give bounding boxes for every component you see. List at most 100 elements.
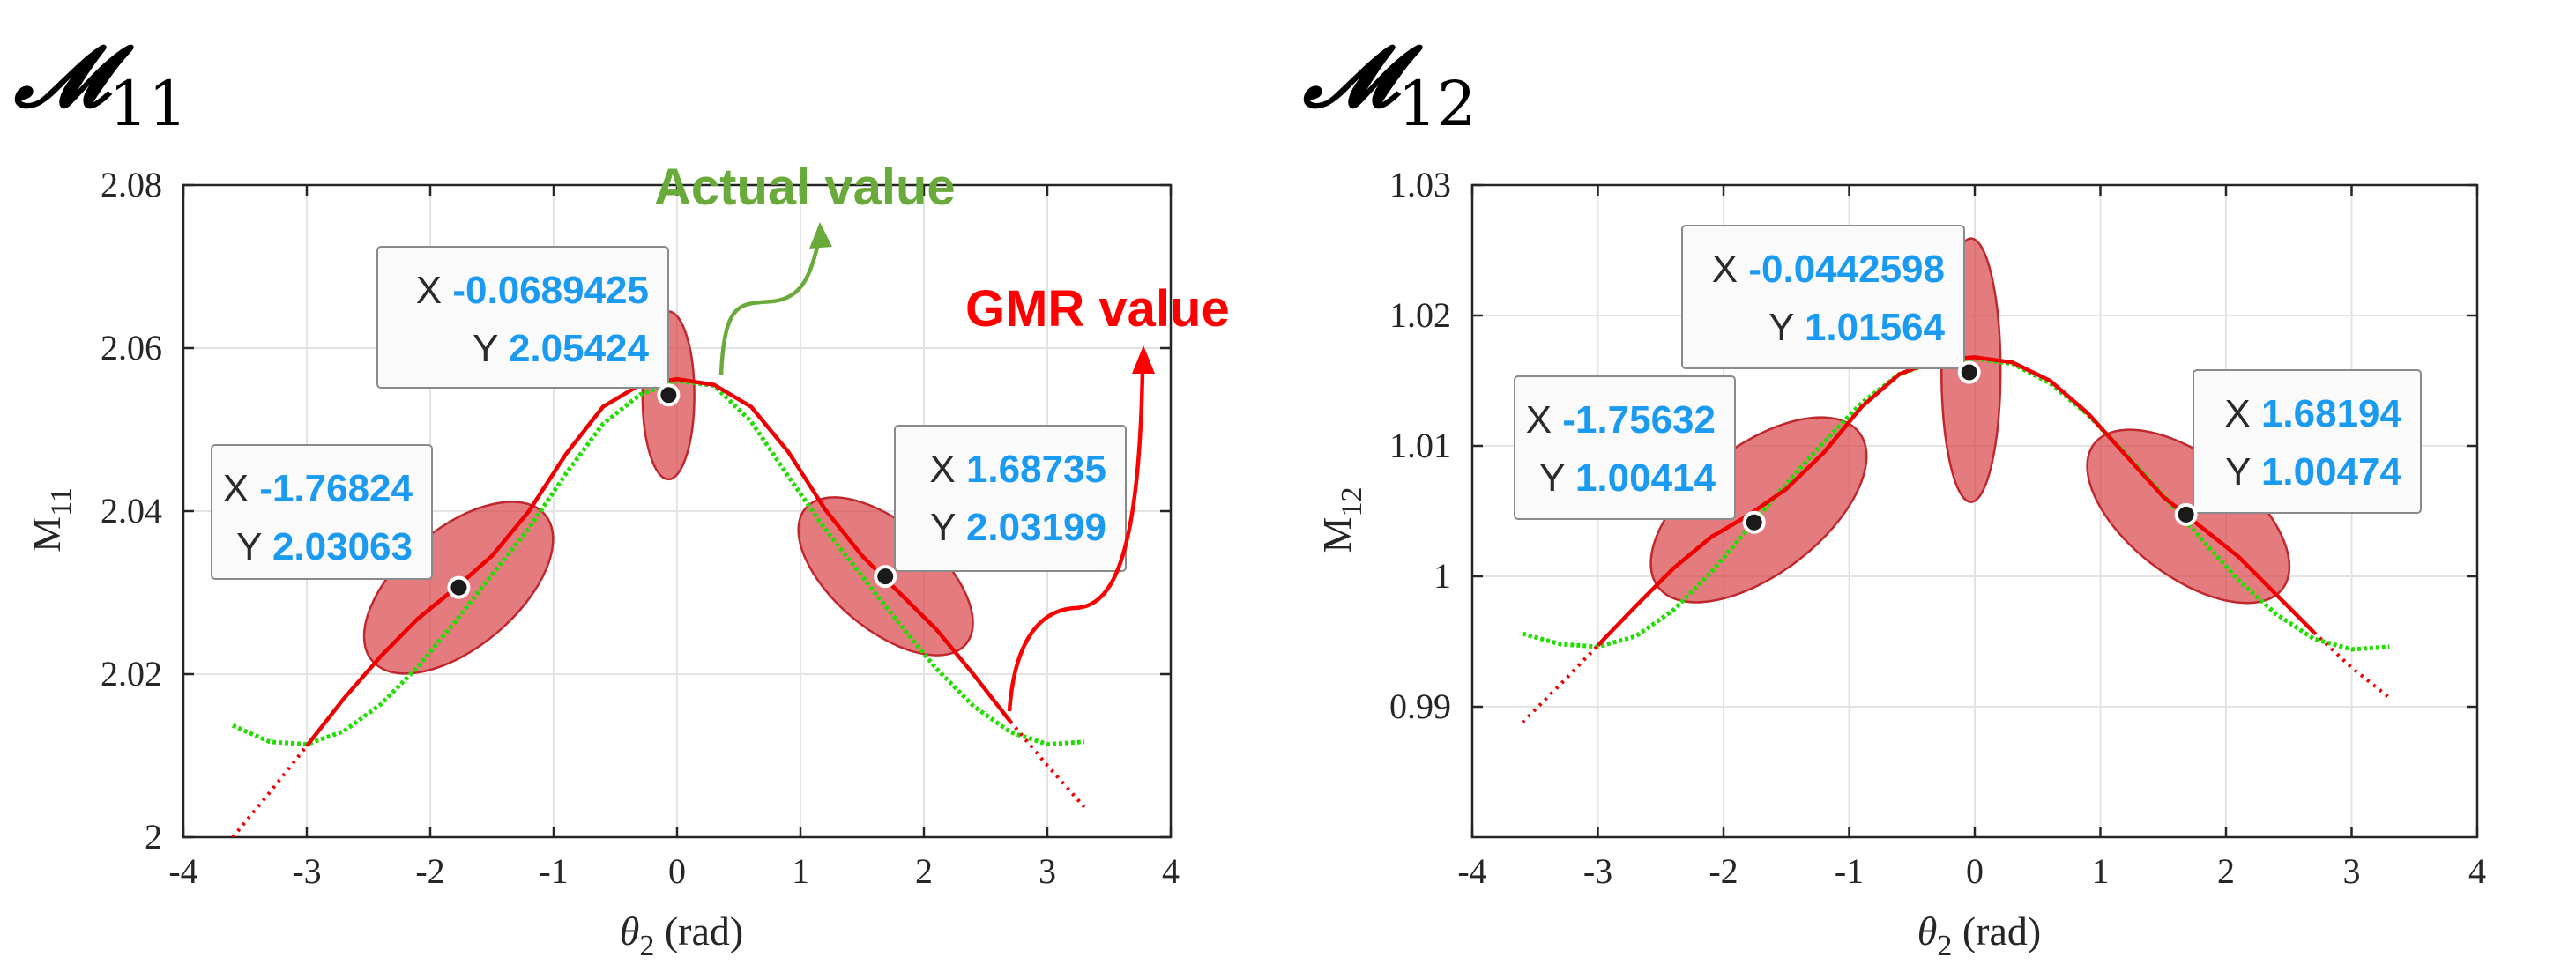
datatip-marker (447, 575, 471, 599)
datatip-y-label: Y (1768, 306, 1794, 349)
datatip-x-label: X (1526, 398, 1552, 441)
y-tick-label: 2.04 (101, 491, 162, 531)
panel-title-subscript: 12 (1398, 68, 1477, 140)
annotation-gmr-label: GMR value (965, 280, 1230, 338)
datatip-y-label: Y (236, 525, 262, 568)
x-tick-label: 3 (2343, 851, 2361, 891)
annotation-actual-arrow (718, 235, 823, 375)
y-tick-label: 1.02 (1389, 295, 1451, 335)
datatip-y-row: Y 2.03063 (236, 525, 413, 568)
y-tick-label: 2 (145, 817, 162, 857)
datatip-x-value: -0.0689425 (452, 269, 649, 312)
datatip-y-row: Y 1.00474 (2225, 450, 2401, 493)
datatip-box (211, 444, 433, 580)
y-tick-label: 1 (1433, 556, 1451, 596)
x-tick-label: -4 (1457, 851, 1486, 891)
datatip-box (2193, 369, 2422, 514)
datatip-y-label: Y (1539, 456, 1565, 500)
datatip-x-value: 1.68194 (2261, 392, 2402, 435)
datatip: X -0.0442598 Y 1.01564 (1681, 225, 1981, 384)
datatip-marker (657, 383, 681, 407)
y-axis-label: M11 (24, 487, 78, 553)
x-tick-label: 0 (1966, 851, 1984, 891)
annotation-actual-label: Actual value (654, 159, 956, 216)
datatip-x-row: X -1.75632 (1526, 398, 1716, 441)
datatip-y-value: 1.00414 (1575, 456, 1716, 500)
annotation-actual-arrowhead (809, 222, 832, 249)
datatip-x-label: X (416, 269, 442, 312)
datatip-box (894, 425, 1127, 572)
annotation-gmr-arrow (1007, 369, 1145, 712)
datatip-y-label: Y (930, 506, 956, 549)
panel-title: 𝓜11 (13, 26, 188, 140)
datatip-x-row: X -0.0442598 (1712, 248, 1945, 291)
datatip-x-label: X (223, 467, 249, 510)
y-axis-label: M12 (1314, 487, 1368, 553)
y-tick-label: 0.99 (1389, 686, 1451, 726)
datatip-x-label: X (1712, 248, 1738, 291)
datatip: X -1.76824 Y 2.03063 (211, 444, 471, 599)
x-axis-label: θ2 (rad) (620, 909, 743, 962)
y-tick-label: 1.03 (1389, 165, 1451, 204)
x-tick-label: -1 (539, 851, 568, 891)
datatip-x-value: -1.75632 (1562, 398, 1716, 441)
x-axis-label-subscript: 2 (1937, 930, 1952, 962)
annotations: Actual value GMR value (654, 159, 1230, 712)
datatip: X 1.68194 Y 1.00474 (2174, 369, 2422, 526)
series-gmr-dotted-right (1009, 720, 1086, 809)
panel-title-subscript: 11 (109, 68, 188, 140)
datatip-y-row: Y 1.01564 (1768, 306, 1945, 349)
datatip-x-row: X 1.68194 (2224, 392, 2401, 435)
datatip-box (1681, 225, 1965, 369)
datatip-x-label: X (2224, 392, 2250, 435)
series-gmr-dotted-right (2312, 631, 2391, 700)
x-axis-label-subscript: 2 (639, 930, 654, 962)
datatip-y-value: 2.03063 (272, 525, 413, 568)
datatip-y-value: 2.03199 (966, 506, 1106, 549)
x-tick-label: 1 (792, 851, 809, 891)
datatip: X -0.0689425 Y 2.05424 (376, 246, 681, 407)
x-tick-label: 0 (668, 851, 686, 891)
x-tick-label: -1 (1835, 851, 1864, 891)
x-tick-label: 2 (2217, 851, 2235, 891)
datatip-y-row: Y 2.03199 (930, 506, 1106, 549)
y-axis-label-subscript: 12 (1336, 487, 1368, 517)
y-axis-label-subscript: 11 (45, 487, 78, 516)
datatip-marker (1742, 510, 1766, 534)
x-axis-label-unit: (rad) (654, 909, 743, 953)
datatip-box (1514, 375, 1736, 520)
datatip-marker (1957, 360, 1981, 384)
x-tick-label: 1 (2092, 851, 2110, 891)
datatip: X -1.75632 Y 1.00414 (1514, 375, 1766, 534)
x-tick-label: 4 (2468, 851, 2486, 891)
datatip-x-row: X -1.76824 (223, 467, 413, 510)
x-axis-label-unit: (rad) (1952, 909, 2041, 953)
x-tick-label: 2 (915, 851, 933, 891)
datatip-x-value: 1.68735 (966, 448, 1106, 491)
x-tick-label: -3 (292, 851, 321, 891)
datatip-y-label: Y (473, 327, 498, 370)
y-axis-label-symbol: M (24, 516, 69, 553)
x-tick-label: 3 (1039, 851, 1056, 891)
datatip-y-value: 1.01564 (1805, 306, 1946, 349)
datatip-marker (2174, 502, 2198, 526)
series-gmr-dotted-left (231, 745, 309, 837)
y-tick-label: 2.08 (101, 165, 162, 204)
datatip-x-row: X -0.0689425 (416, 269, 649, 312)
series-gmr-dotted-left (1521, 644, 1599, 724)
y-tick-label: 2.02 (101, 654, 162, 694)
annotation-gmr-arrowhead (1132, 345, 1155, 374)
x-tick-label: -2 (415, 851, 444, 891)
y-tick-label: 2.06 (101, 328, 162, 367)
panel-title: 𝓜12 (1302, 26, 1477, 140)
datatip-x-row: X 1.68735 (929, 448, 1106, 491)
datatip-x-label: X (929, 448, 955, 491)
x-tick-label: 4 (1162, 851, 1180, 891)
datatip-y-value: 2.05424 (509, 327, 650, 370)
x-tick-label: -3 (1583, 851, 1612, 891)
datatip-box (376, 246, 669, 389)
